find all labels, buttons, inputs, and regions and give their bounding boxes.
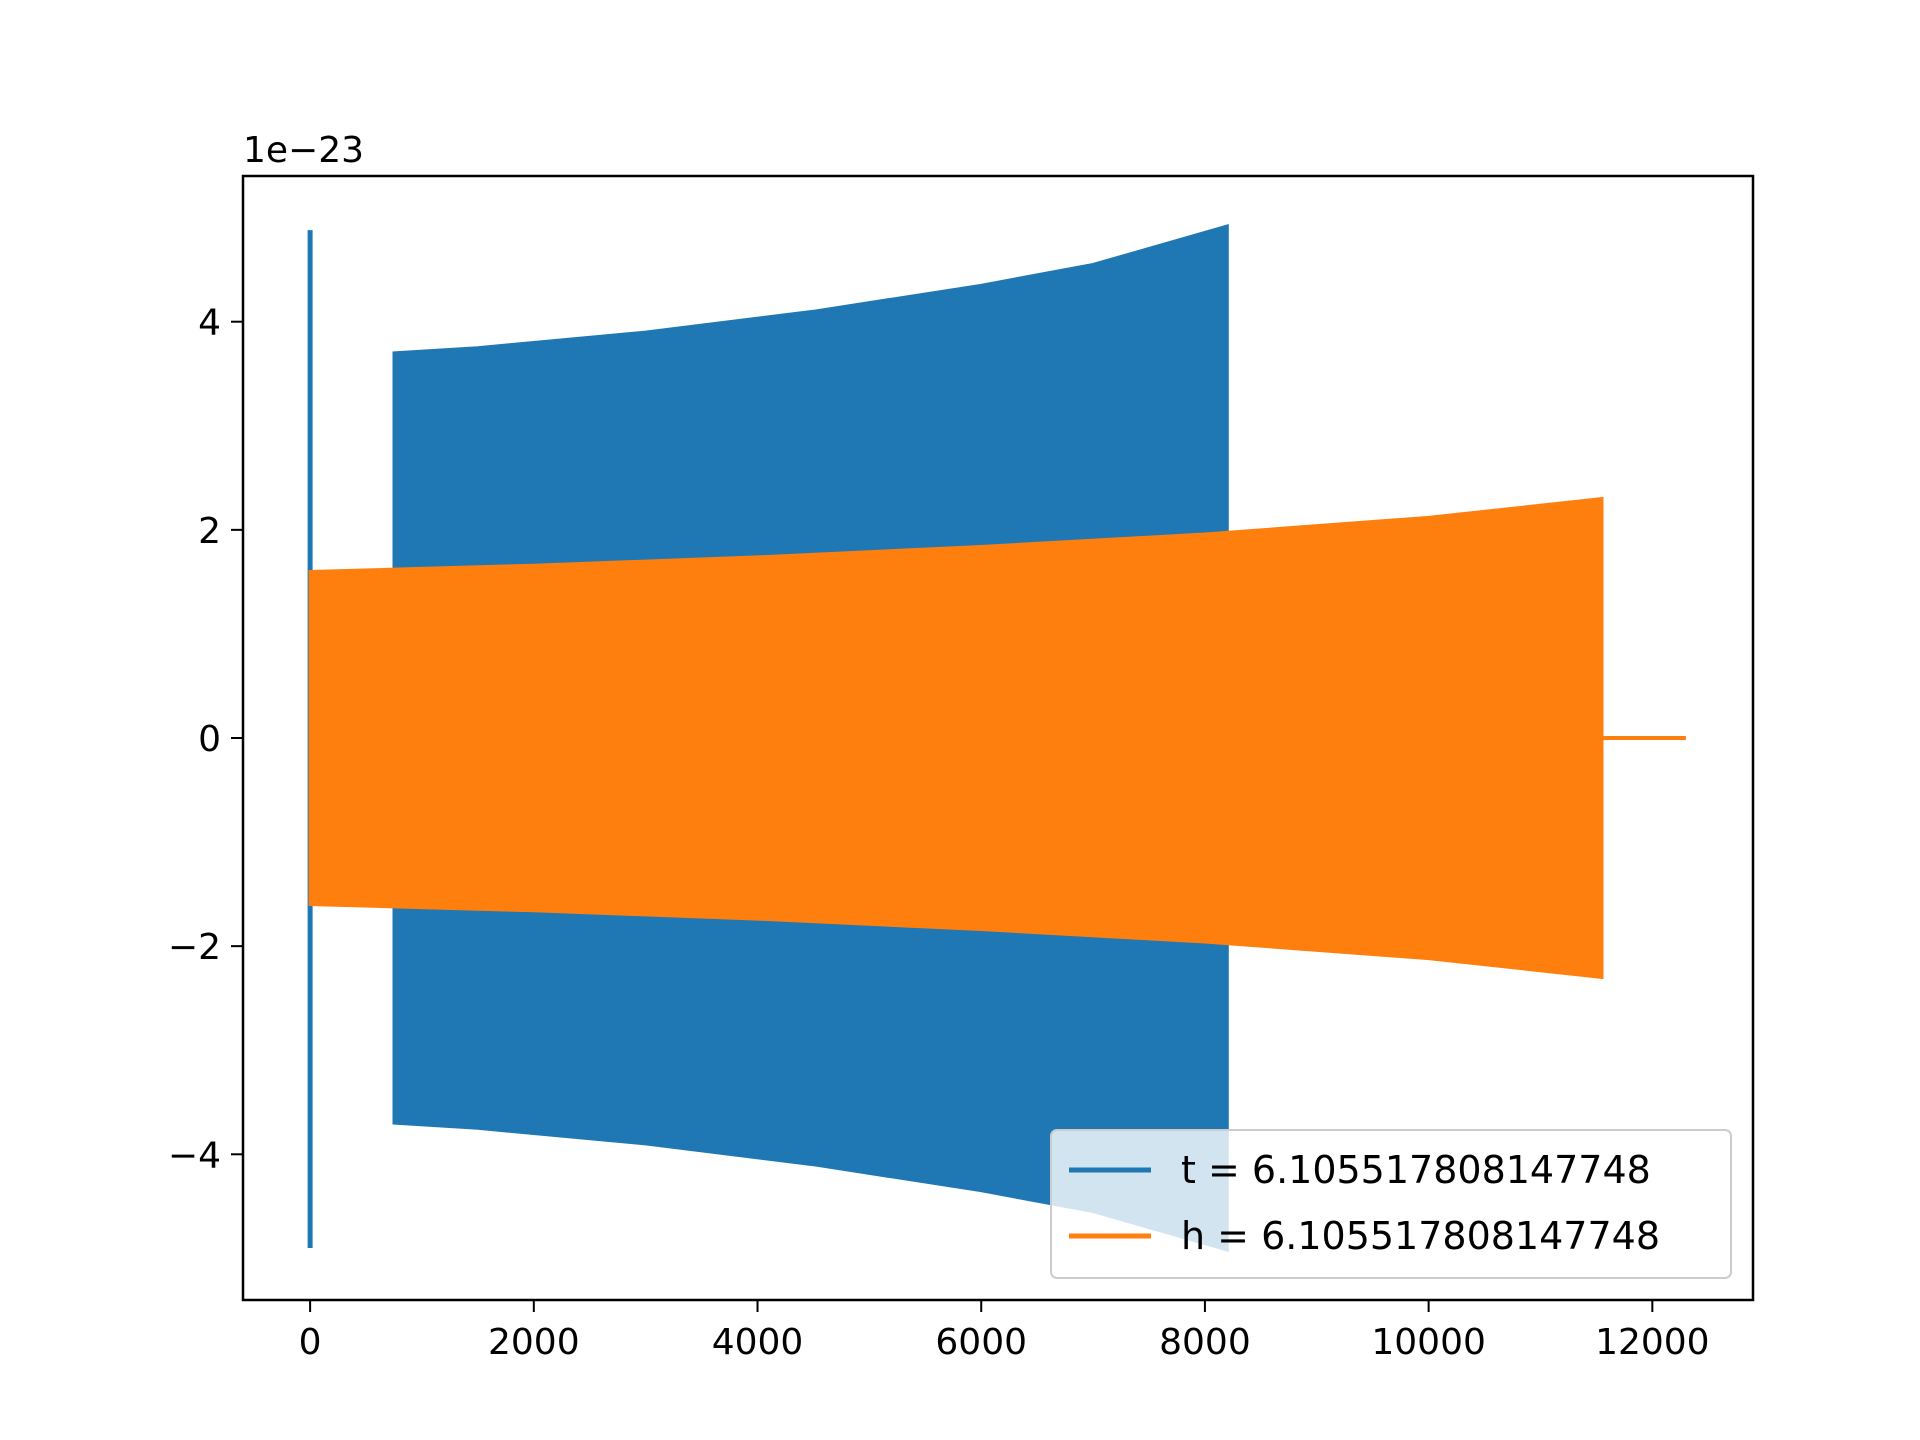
y-tick-label: −2 bbox=[168, 927, 221, 968]
y-offset-text: 1e−23 bbox=[243, 130, 364, 171]
y-tick-label: 4 bbox=[198, 303, 221, 344]
series-1 bbox=[308, 496, 1686, 980]
legend-box bbox=[1050, 1129, 1732, 1279]
legend: t = 6.105517808147748 h = 6.1055178081477… bbox=[1050, 1129, 1732, 1279]
x-tick-label: 2000 bbox=[488, 1322, 580, 1363]
legend-label: h = 6.105517808147748 bbox=[1181, 1214, 1660, 1258]
series-1-oscillation-band bbox=[308, 496, 1604, 980]
y-axis: −4 −2 0 2 4 bbox=[168, 303, 243, 1176]
x-axis: 0 2000 4000 6000 8000 10000 12000 bbox=[299, 1300, 1710, 1363]
series-layer bbox=[307, 224, 1686, 1252]
x-tick-label: 10000 bbox=[1371, 1322, 1486, 1363]
x-tick-label: 6000 bbox=[935, 1322, 1027, 1363]
y-tick-label: 2 bbox=[198, 511, 221, 552]
x-tick-label: 0 bbox=[299, 1322, 322, 1363]
y-tick-label: 0 bbox=[198, 719, 221, 760]
y-tick-label: −4 bbox=[168, 1135, 221, 1176]
x-tick-label: 8000 bbox=[1159, 1322, 1251, 1363]
legend-label: t = 6.105517808147748 bbox=[1181, 1148, 1651, 1192]
x-tick-label: 12000 bbox=[1595, 1322, 1710, 1363]
x-tick-label: 4000 bbox=[712, 1322, 804, 1363]
